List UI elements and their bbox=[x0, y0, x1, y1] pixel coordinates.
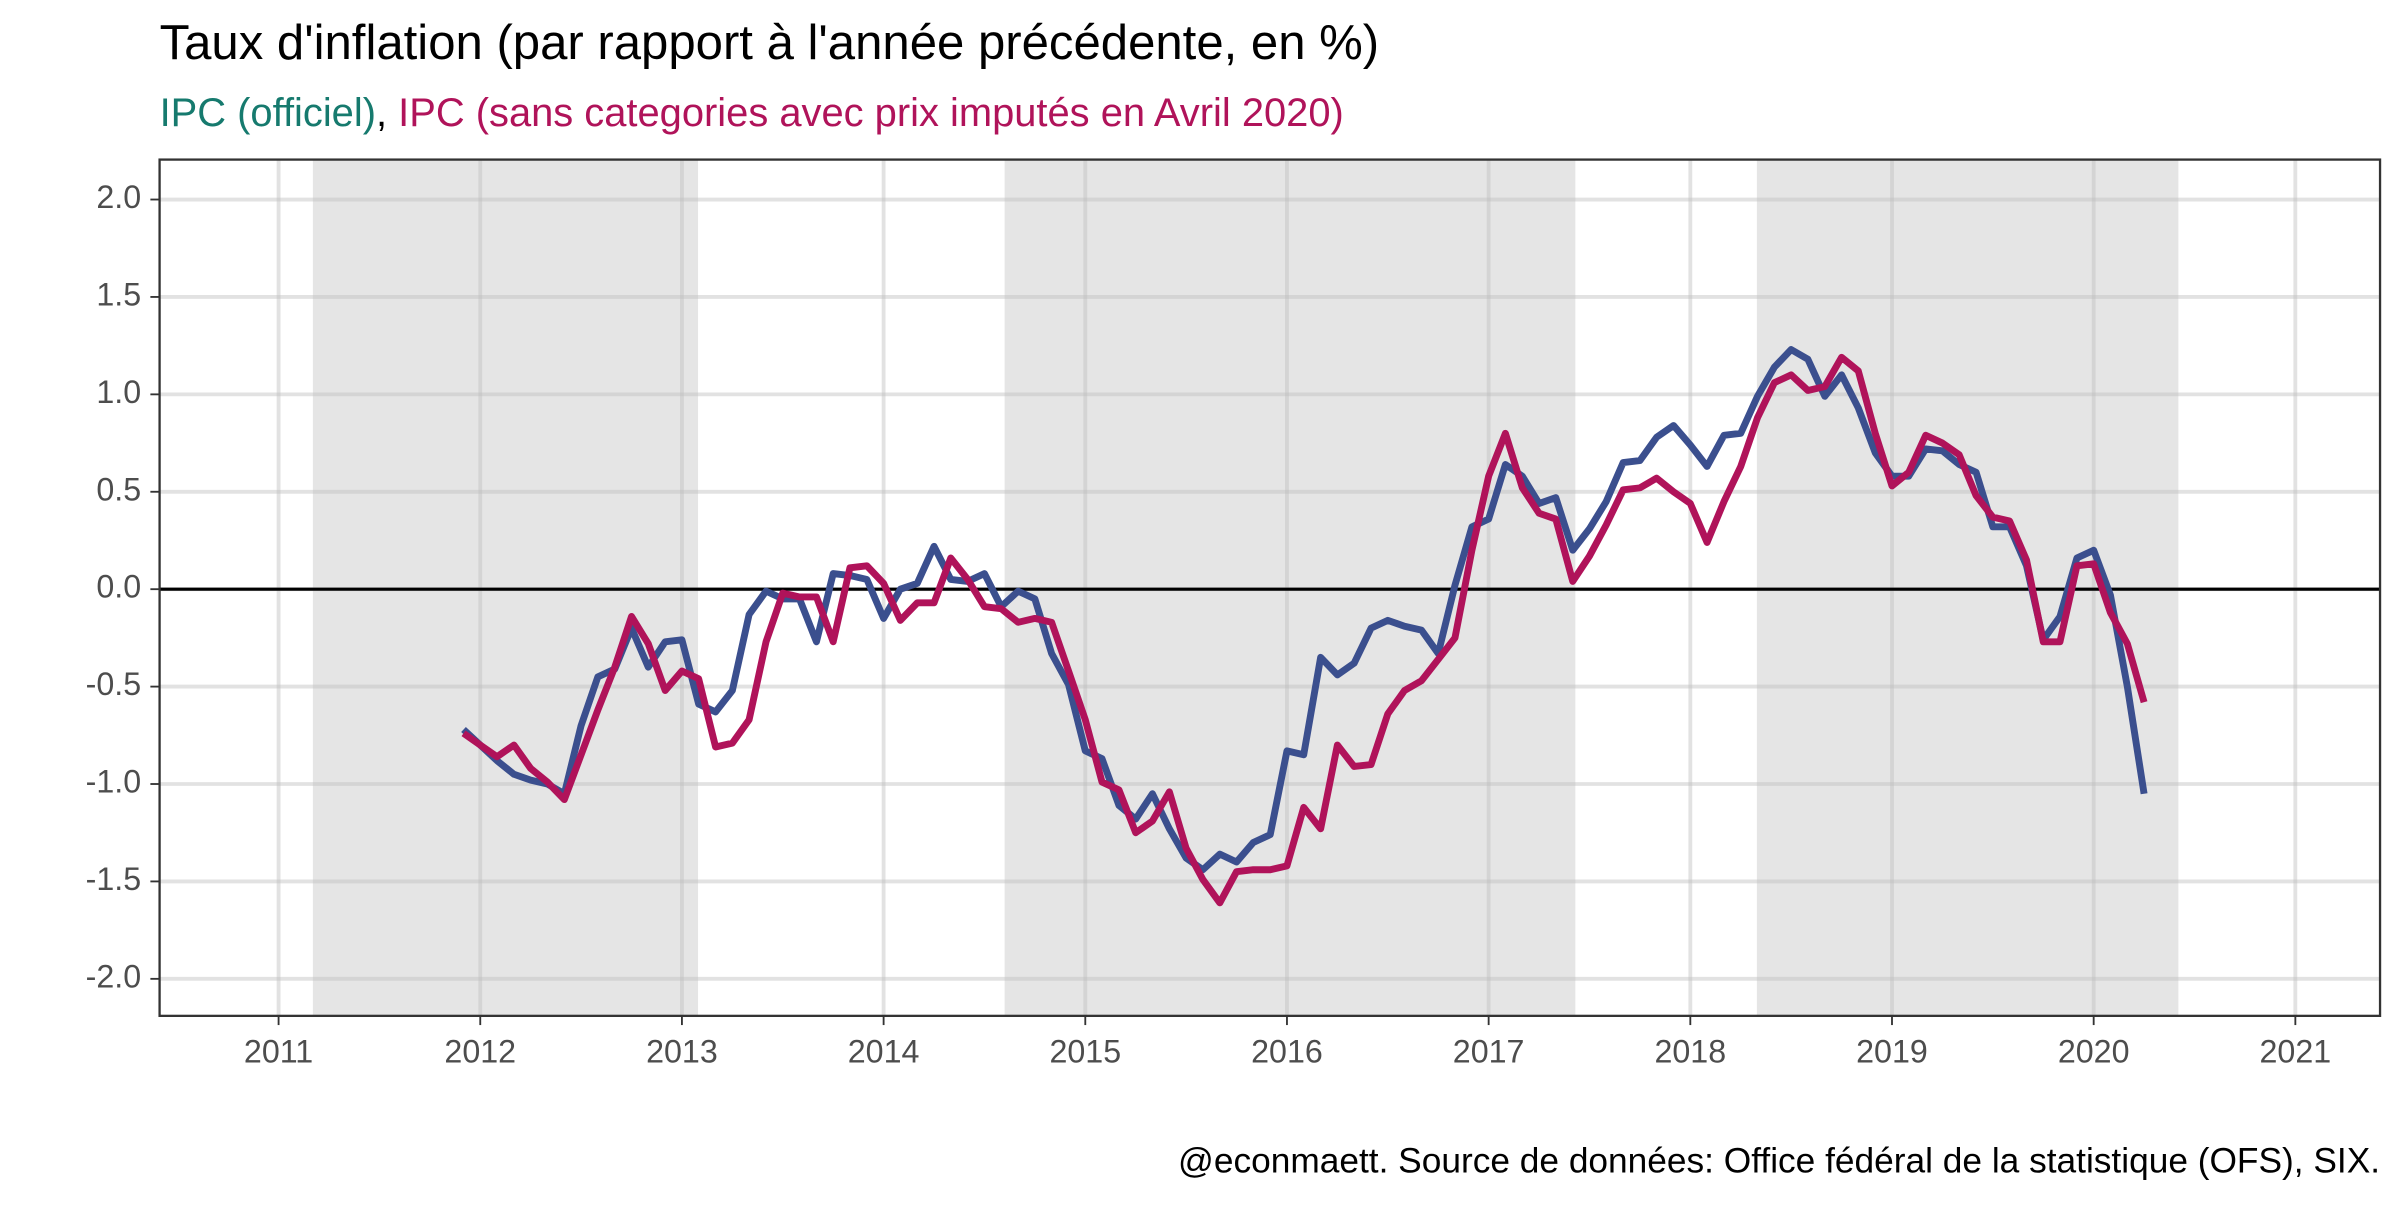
chart-subtitle: IPC (officiel), IPC (sans categories ave… bbox=[160, 91, 1344, 135]
plot-border bbox=[158, 158, 2382, 1018]
x-tick-label: 2020 bbox=[2058, 1034, 2130, 1070]
legend-entry: IPC (sans categories avec prix imputés e… bbox=[398, 91, 1344, 135]
x-tick-label: 2019 bbox=[1856, 1034, 1928, 1070]
y-tick-label: 0.0 bbox=[96, 569, 141, 605]
y-tick-label: 1.5 bbox=[96, 276, 141, 312]
data-line bbox=[461, 346, 2148, 874]
x-tick-label: 2017 bbox=[1453, 1034, 1525, 1070]
x-tick-label: 2011 bbox=[244, 1034, 313, 1070]
x-tick-label: 2012 bbox=[444, 1034, 516, 1070]
x-tick-label: 2015 bbox=[1049, 1034, 1121, 1070]
x-tick-label: 2018 bbox=[1654, 1034, 1726, 1070]
x-tick-label: 2021 bbox=[2260, 1034, 2332, 1070]
y-tick-label: 0.5 bbox=[96, 471, 141, 507]
y-tick-label: -0.5 bbox=[86, 666, 142, 702]
x-tick-label: 2014 bbox=[848, 1034, 920, 1070]
y-tick-label: 2.0 bbox=[96, 179, 141, 215]
caption: @econmaett. Source de données: Office fé… bbox=[1178, 1141, 2380, 1180]
plot-area: 2.0 1.5 1.0 0.5 0.0 -0.5 -1.0 -1.5 -2.0 2011 2012 2… bbox=[86, 158, 2382, 1070]
y-tick-label: -1.5 bbox=[86, 861, 142, 897]
y-tick-label: -1.0 bbox=[86, 764, 142, 800]
chart-title: Taux d'inflation (par rapport à l'année … bbox=[160, 16, 1380, 70]
legend-entry: IPC (officiel) bbox=[160, 91, 376, 135]
data-line bbox=[461, 353, 2148, 907]
x-tick-label: 2016 bbox=[1251, 1034, 1323, 1070]
x-tick-label: 2013 bbox=[646, 1034, 718, 1070]
subtitle-separator: , bbox=[376, 91, 398, 135]
y-tick-label: 1.0 bbox=[96, 374, 141, 410]
y-tick-label: -2.0 bbox=[86, 958, 142, 994]
